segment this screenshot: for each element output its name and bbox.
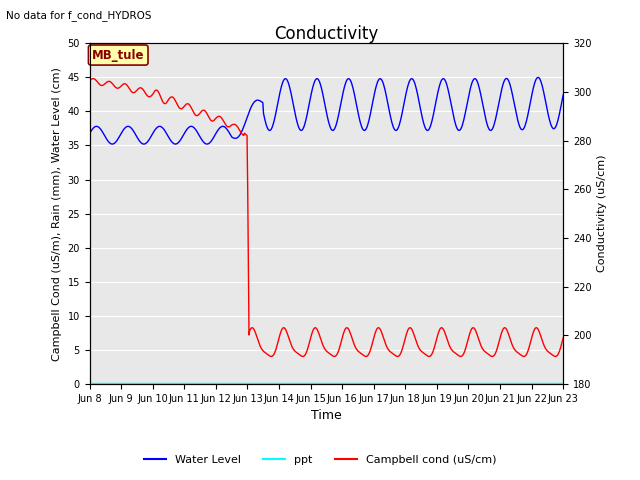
Text: MB_tule: MB_tule: [92, 48, 145, 61]
X-axis label: Time: Time: [311, 409, 342, 422]
Y-axis label: Campbell Cond (uS/m), Rain (mm), Water Level (cm): Campbell Cond (uS/m), Rain (mm), Water L…: [52, 67, 62, 360]
Y-axis label: Conductivity (uS/cm): Conductivity (uS/cm): [597, 155, 607, 272]
Legend: Water Level, ppt, Campbell cond (uS/cm): Water Level, ppt, Campbell cond (uS/cm): [140, 451, 500, 469]
Text: No data for f_cond_HYDROS: No data for f_cond_HYDROS: [6, 10, 152, 21]
Title: Conductivity: Conductivity: [275, 25, 378, 43]
